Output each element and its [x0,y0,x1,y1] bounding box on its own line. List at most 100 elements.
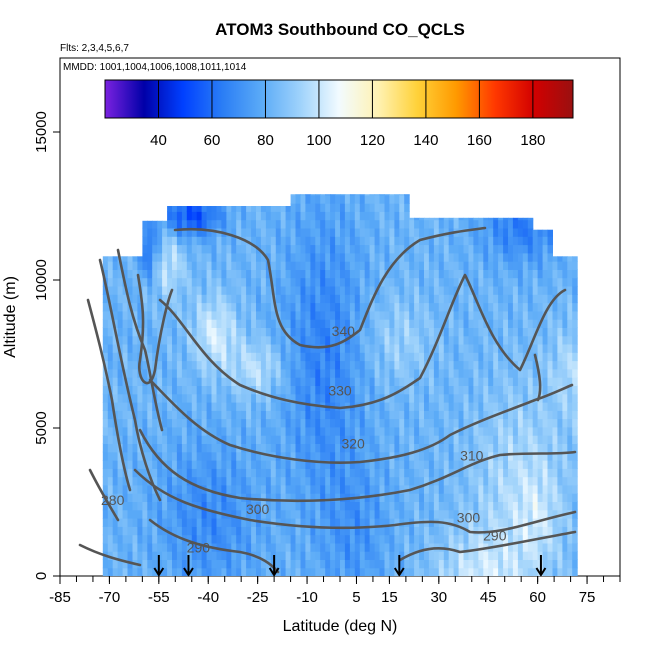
heatmap-cell [172,285,178,295]
heatmap-cell [389,501,395,511]
heatmap-cell [468,559,474,569]
heatmap-cell [320,501,326,511]
heatmap-cell [226,227,232,237]
heatmap-cell [295,542,301,552]
heatmap-cell [191,327,198,337]
heatmap-cell [162,261,168,270]
heatmap-cell [498,236,504,246]
heatmap-cell [379,426,385,436]
heatmap-cell [463,468,469,478]
heatmap-cell [221,277,227,287]
heatmap-cell [216,335,222,345]
heatmap-cell [142,352,148,362]
heatmap-cell [537,426,544,436]
heatmap-cell [206,567,213,576]
heatmap-cell [201,460,208,469]
heatmap-cell [251,493,257,502]
heatmap-cell [379,294,385,304]
heatmap-cell [162,220,168,229]
heatmap-cell [241,484,247,494]
heatmap-cell [379,343,385,353]
heatmap-cell [424,501,430,511]
heatmap-cell [157,468,163,478]
heatmap-cell [522,493,529,502]
heatmap-cell [191,484,198,494]
heatmap-cell [167,360,173,370]
heatmap-cell [157,551,163,560]
heatmap-cell [112,377,119,386]
heatmap-cell [349,269,356,279]
heatmap-cell [468,468,474,478]
heatmap-cell [389,203,395,212]
heatmap-cell [201,393,208,403]
heatmap-cell [300,542,306,552]
heatmap-cell [231,559,237,569]
heatmap-cell [428,393,435,403]
heatmap-cell [236,343,242,353]
heatmap-cell [117,360,124,370]
heatmap-cell [359,526,366,536]
heatmap-cell [399,203,405,212]
heatmap-cell [463,567,469,576]
heatmap-cell [157,534,163,544]
heatmap-cell [196,476,203,486]
heatmap-cell [176,211,183,221]
heatmap-cell [508,277,514,287]
heatmap-cell [236,385,242,395]
heatmap-cell [537,518,544,527]
heatmap-cell [275,501,282,511]
heatmap-cell [498,377,504,386]
heatmap-cell [305,526,311,536]
heatmap-cell [354,236,361,246]
heatmap-cell [280,509,287,519]
heatmap-cell [359,377,366,386]
heatmap-cell [226,206,232,212]
heatmap-cell [414,310,420,320]
heatmap-cell [552,567,558,576]
heatmap-cell [562,443,568,453]
heatmap-cell [419,269,425,279]
heatmap-cell [191,219,198,229]
heatmap-cell [172,509,178,519]
heatmap-cell [354,343,361,353]
heatmap-cell [493,501,499,511]
heatmap-cell [290,219,297,229]
heatmap-cell [300,219,306,229]
heatmap-cell [354,393,361,403]
heatmap-cell [399,343,405,353]
heatmap-cell [552,559,558,569]
heatmap-cell [157,518,163,527]
heatmap-cell [438,451,445,461]
heatmap-cell [216,402,222,411]
heatmap-cell [102,542,109,552]
heatmap-cell [349,460,356,469]
heatmap-cell [542,285,549,295]
heatmap-cell [498,244,504,254]
heatmap-cell [508,352,514,362]
heatmap-cell [522,451,529,461]
heatmap-cell [349,567,356,576]
heatmap-cell [512,294,519,304]
heatmap-cell [404,402,410,411]
heatmap-cell [458,484,465,494]
heatmap-cell [458,269,465,279]
heatmap-cell [206,310,213,320]
heatmap-cell [330,236,336,246]
heatmap-cell [186,206,193,212]
heatmap-cell [315,501,321,511]
heatmap-cell [414,244,420,254]
heatmap-cell [414,252,420,262]
heatmap-cell [270,402,277,411]
heatmap-cell [107,542,114,552]
heatmap-cell [404,476,410,486]
heatmap-cell [424,327,430,337]
heatmap-cell [137,310,143,320]
heatmap-cell [162,468,168,478]
heatmap-cell [428,567,435,576]
heatmap-cell [473,410,479,420]
heatmap-cell [562,402,568,411]
heatmap-cell [394,194,400,196]
heatmap-cell [310,385,316,395]
heatmap-cell [246,319,252,328]
